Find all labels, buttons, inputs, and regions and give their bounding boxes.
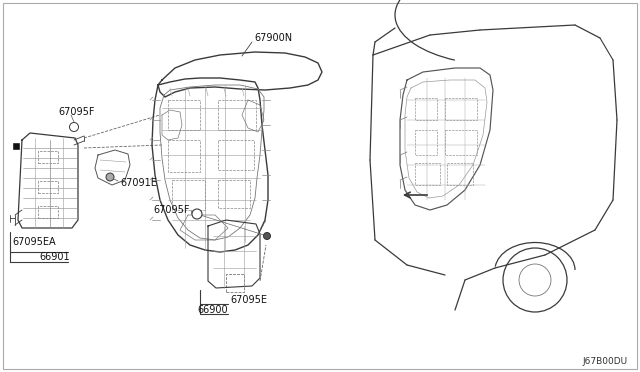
Circle shape [106, 173, 114, 181]
Bar [38, 151, 58, 163]
Bar [38, 206, 58, 218]
Text: 67091E: 67091E [120, 178, 157, 188]
Text: 67095E: 67095E [230, 295, 267, 305]
Circle shape [264, 232, 271, 240]
Text: J67B00DU: J67B00DU [583, 357, 628, 366]
Text: 67095F: 67095F [58, 107, 95, 117]
Text: 67095F: 67095F [154, 205, 190, 215]
Text: 66901: 66901 [40, 252, 70, 262]
Text: 67900N: 67900N [254, 33, 292, 43]
Circle shape [70, 122, 79, 131]
Circle shape [192, 209, 202, 219]
Text: 67095EA: 67095EA [12, 237, 56, 247]
Bar [226, 274, 244, 292]
Bar [13, 143, 19, 149]
Text: 66900: 66900 [198, 305, 228, 315]
Bar [38, 181, 58, 193]
